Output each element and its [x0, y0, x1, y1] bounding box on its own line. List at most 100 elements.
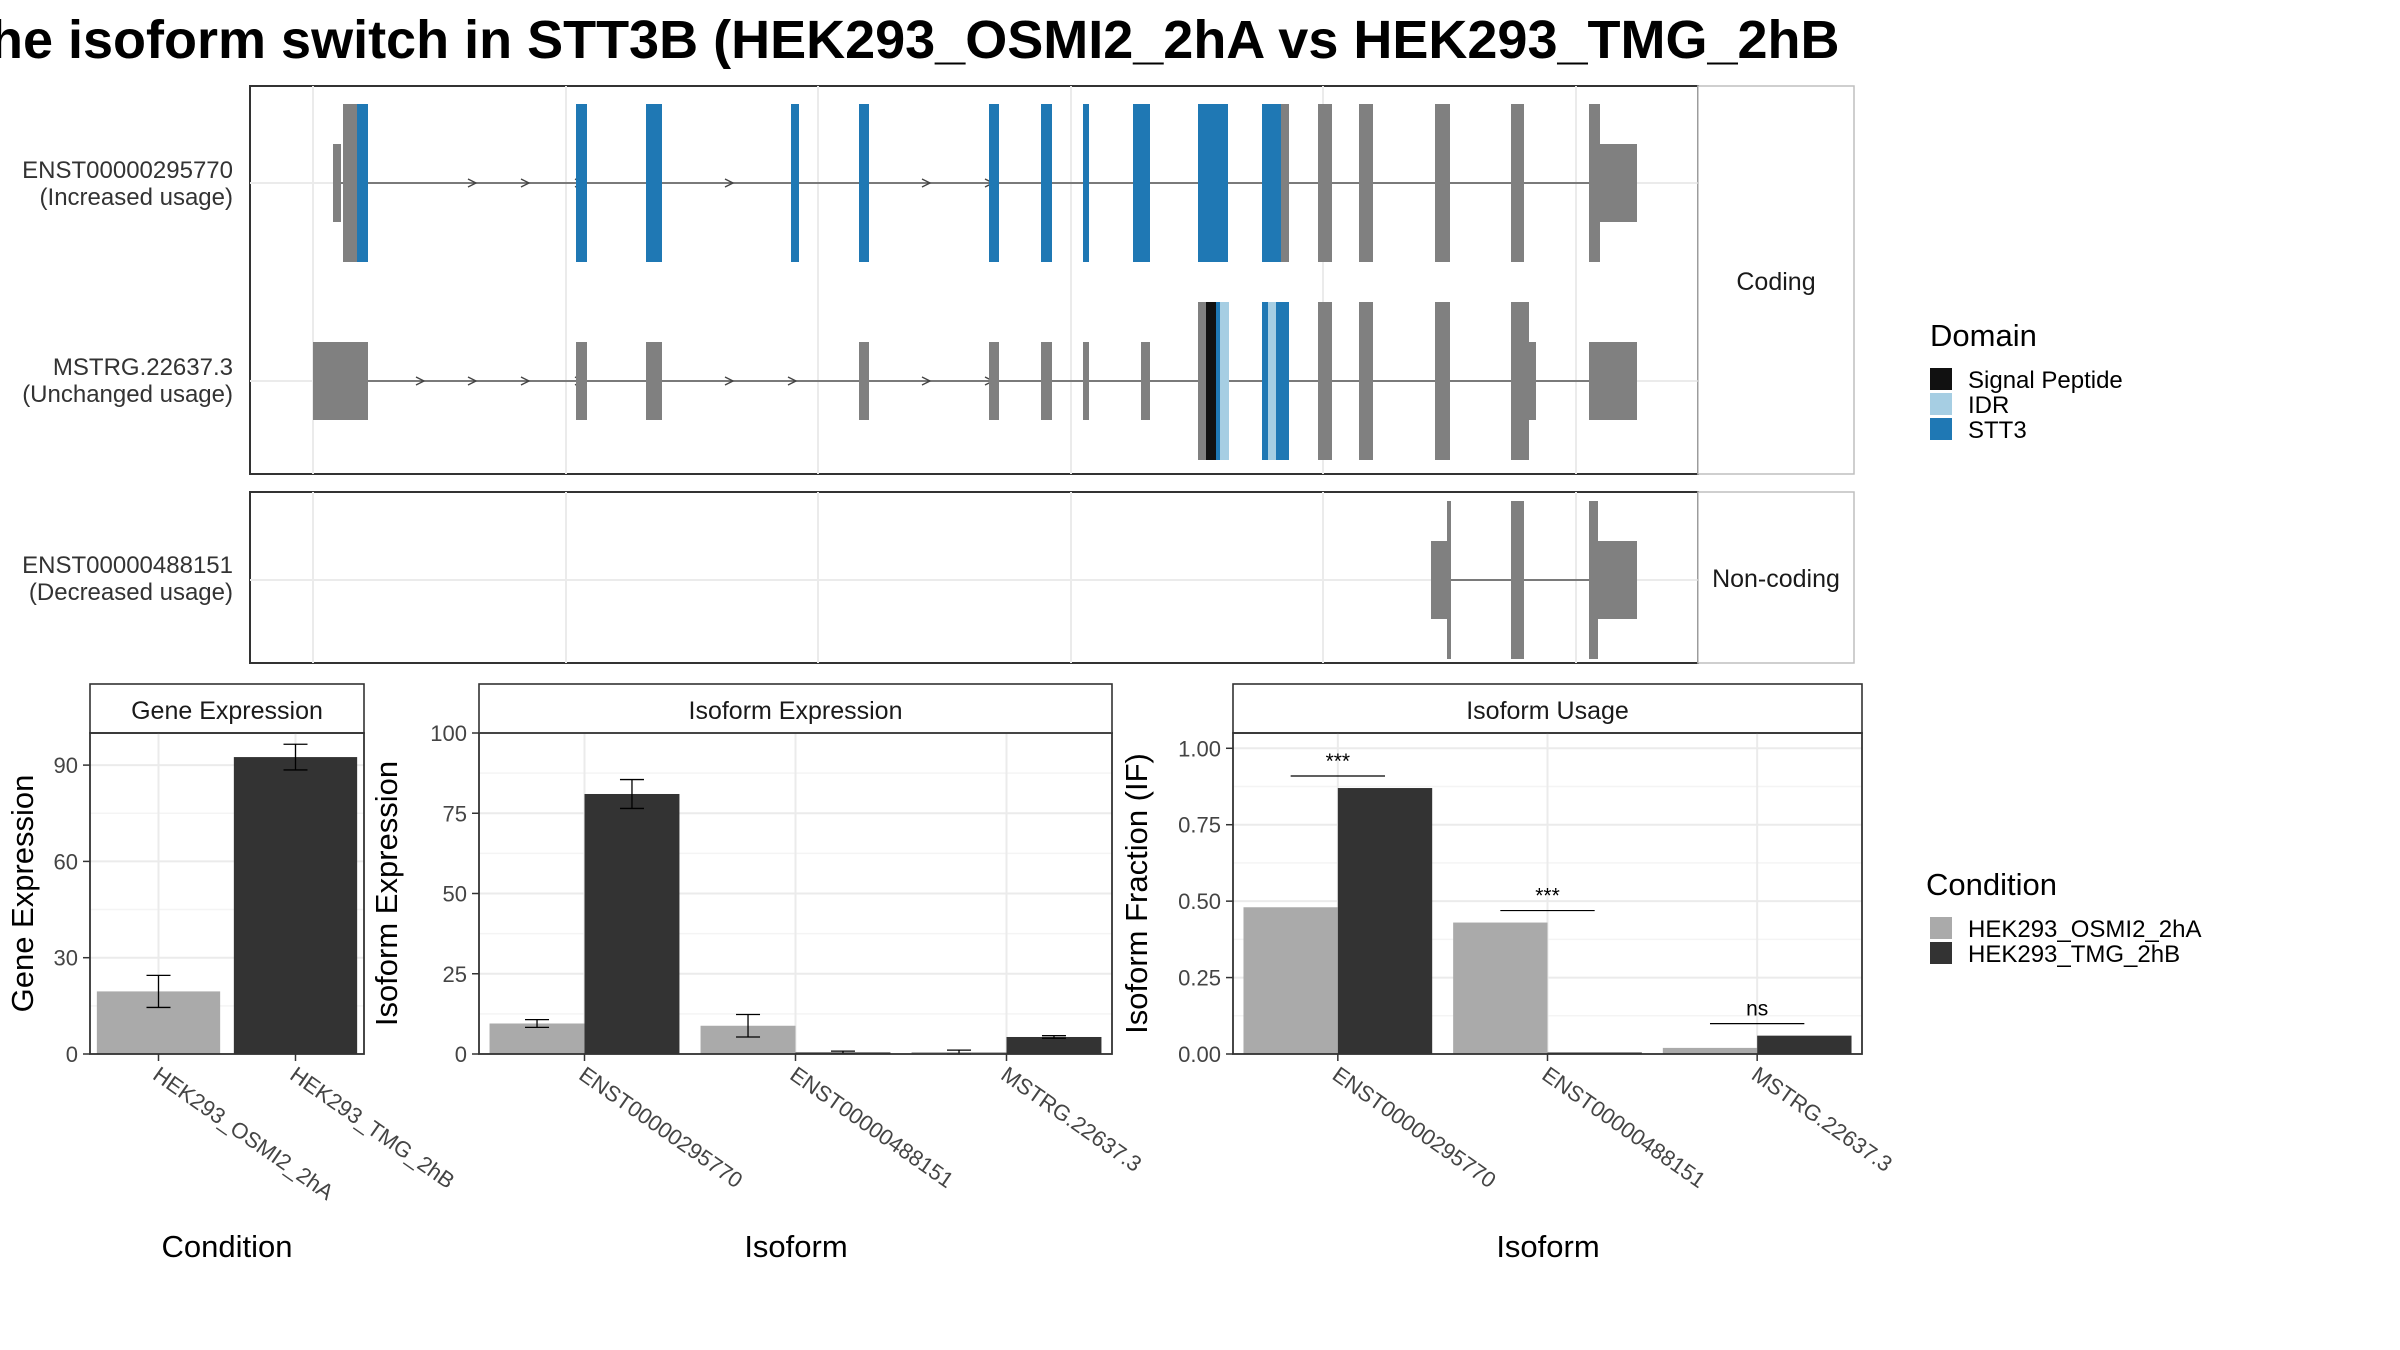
exon: [1359, 104, 1373, 262]
transcript-usage-enst00000295770: (Increased usage): [40, 184, 233, 211]
exon: [859, 342, 869, 420]
chart-isoform-expression: Isoform Expression 0 25 50 75 100 ENST00000295…: [369, 683, 1147, 1264]
y-axis-title: Isoform Fraction (IF): [1119, 753, 1154, 1034]
bar-ENST00000295770-HEK293_OSMI2_2hA: [1243, 907, 1338, 1054]
y-axis-title: Isoform Expression: [369, 761, 404, 1026]
strand-arrow: [724, 178, 735, 188]
legend-swatch-signal-peptide: [1930, 368, 1952, 390]
exon: [343, 104, 357, 262]
chart-title: Isoform Expression: [689, 697, 903, 725]
strand-arrow: [787, 376, 798, 386]
condition-legend-title: Condition: [1926, 867, 2057, 902]
legend-swatch-idr: [1930, 393, 1952, 415]
legend-label-stt3: STT3: [1968, 417, 2027, 444]
noncoding-strip: [1697, 491, 1855, 664]
noncoding-strip-label: Non-coding: [1712, 565, 1840, 593]
domain-stt3: [576, 104, 587, 262]
strand-arrow: [520, 376, 531, 386]
chart-isoform-usage: Isoform Usage *** *** ns 0.00 0.25 0.50 0.75 1.0…: [1119, 683, 1897, 1264]
exon: [1318, 104, 1332, 262]
bar-MSTRG.22637.3-HEK293_TMG_2hB: [1757, 1035, 1852, 1054]
domain-stt3: [989, 104, 999, 262]
domain-stt3: [1133, 104, 1150, 262]
exon: [1083, 342, 1089, 420]
chart-border: [89, 732, 365, 1055]
transcript-usage-mstrg-22637-3: (Unchanged usage): [22, 381, 233, 408]
legend-swatch-stt3: [1930, 418, 1952, 440]
domain-stt3: [791, 104, 799, 262]
exon: [313, 342, 368, 420]
noncoding-panel-border: [249, 491, 1699, 664]
y-tick-label: 0.25: [1178, 966, 1221, 991]
legend-label-condition-b: HEK293_TMG_2hB: [1968, 941, 2180, 968]
legend-swatch-condition-a: [1930, 917, 1952, 939]
domain-stt3: [1262, 302, 1268, 460]
x-axis-title: Isoform: [1496, 1229, 1599, 1264]
chart-strip: [478, 683, 1113, 734]
transcript-usage-enst00000488151: (Decreased usage): [29, 579, 233, 606]
x-tick-label: MSTRG.22637.3: [1747, 1062, 1897, 1177]
significance-label: ***: [1326, 750, 1351, 773]
coding-strip: [1697, 85, 1855, 475]
y-tick-label: 1.00: [1178, 736, 1221, 761]
x-tick-label: ENST00000488151: [786, 1062, 959, 1193]
exon: [1431, 541, 1447, 619]
exon: [1198, 302, 1206, 460]
bar-charts: Gene Expression0306090HEK293_OSMI2_2hAHE…: [5, 683, 1897, 1264]
domain-stt3: [1216, 302, 1220, 460]
y-tick-label: 60: [54, 849, 78, 874]
transcript-label-enst00000488151: ENST00000488151: [22, 552, 233, 579]
domain-legend-title: Domain: [1930, 318, 2037, 353]
transcript-label-enst00000295770: ENST00000295770: [22, 157, 233, 184]
strand-arrow: [467, 178, 478, 188]
significance-label: ***: [1535, 885, 1560, 908]
x-tick-label: ENST00000295770: [1328, 1062, 1501, 1193]
legend-swatch-condition-b: [1930, 942, 1952, 964]
condition-legend: Condition HEK293_OSMI2_2hA HEK293_TMG_2h…: [1926, 867, 2201, 968]
exon: [1589, 104, 1600, 262]
y-axis-title: Gene Expression: [5, 775, 40, 1013]
x-tick-label: MSTRG.22637.3: [997, 1062, 1147, 1177]
legend-label-condition-a: HEK293_OSMI2_2hA: [1968, 916, 2201, 943]
y-tick-label: 25: [443, 962, 467, 987]
figure-title: he isoform switch in STT3B (HEK293_OSMI2…: [0, 10, 1840, 70]
exon: [1281, 104, 1289, 262]
strand-arrow: [724, 376, 735, 386]
legend-label-signal-peptide: Signal Peptide: [1968, 367, 2123, 394]
chart-title: Gene Expression: [131, 697, 323, 725]
transcript-track-enst00000488151: [1431, 501, 1637, 659]
exon: [1447, 501, 1451, 659]
domain-stt3: [1262, 104, 1281, 262]
x-tick-label: ENST00000295770: [575, 1062, 748, 1193]
exon: [1589, 501, 1598, 659]
bar-ENST00000488151-HEK293_OSMI2_2hA: [1453, 922, 1548, 1054]
chart-strip: [1232, 683, 1863, 734]
exon: [1435, 104, 1450, 262]
exon: [1589, 342, 1637, 420]
exon: [1359, 302, 1373, 460]
exon: [1598, 541, 1637, 619]
y-tick-label: 0: [66, 1042, 78, 1067]
exon: [333, 144, 341, 222]
strand-arrow: [921, 178, 932, 188]
domain-stt3: [646, 104, 662, 262]
domain-idr: [1220, 302, 1229, 460]
bar-ENST00000295770-HEK293_OSMI2_2hA: [489, 1023, 585, 1054]
strand-arrow: [467, 376, 478, 386]
exon: [989, 342, 999, 420]
coding-panel-border: [249, 85, 1699, 475]
strand-arrow: [520, 178, 531, 188]
bar-MSTRG.22637.3-HEK293_OSMI2_2hA: [1662, 1047, 1758, 1054]
strand-arrow: [415, 376, 426, 386]
domain-stt3: [1276, 302, 1289, 460]
strand-arrow: [921, 376, 932, 386]
y-tick-label: 90: [54, 753, 78, 778]
bar-ENST00000295770-HEK293_TMG_2hB: [584, 793, 680, 1054]
exon: [1511, 104, 1524, 262]
exon: [1435, 302, 1450, 460]
bar-HEK293_TMG_2hB: [233, 757, 358, 1054]
exon: [1511, 302, 1529, 460]
x-axis-title: Isoform: [744, 1229, 847, 1264]
noncoding-structure-panel: Non-coding ENST00000488151 (Decreased us…: [22, 491, 1855, 664]
